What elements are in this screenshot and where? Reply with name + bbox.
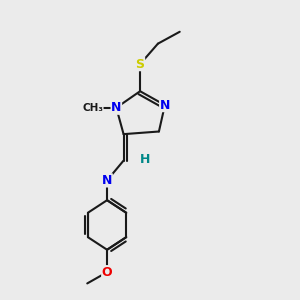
Text: CH₃: CH₃ — [82, 103, 103, 113]
Text: N: N — [102, 174, 112, 187]
Text: S: S — [136, 58, 145, 70]
Text: O: O — [102, 266, 112, 279]
Text: H: H — [140, 153, 150, 167]
Text: N: N — [111, 101, 122, 114]
Text: N: N — [160, 99, 170, 112]
